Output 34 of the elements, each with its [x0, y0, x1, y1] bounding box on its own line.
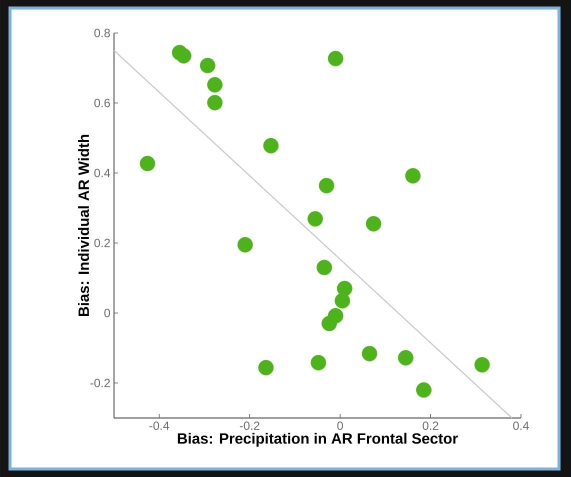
point: [310, 354, 326, 370]
x-tick-label: 0: [337, 422, 343, 430]
point: [263, 138, 279, 154]
x-tick-label: -0.4: [149, 422, 170, 430]
point: [366, 216, 382, 232]
point: [207, 94, 223, 110]
point: [308, 211, 323, 227]
y-tick-label: -0.2: [90, 378, 110, 388]
x-tick-label: 0.2: [422, 422, 438, 430]
y-tick-label: 0.8: [94, 28, 110, 38]
point: [207, 77, 223, 92]
point: [398, 350, 414, 366]
point: [140, 156, 156, 172]
point: [318, 178, 334, 194]
x-axis-title: Bias: Precipitation in AR Frontal Sector: [178, 432, 458, 447]
y-tick-label: 0: [104, 308, 110, 318]
point: [200, 58, 216, 74]
point: [237, 237, 253, 252]
point: [316, 260, 332, 276]
x-tick-label: -0.2: [240, 422, 260, 430]
y-tick-label: 0.2: [94, 238, 110, 248]
point: [258, 360, 274, 376]
y-axis-title: Bias: Individual AR Width: [78, 134, 90, 316]
point: [322, 316, 337, 332]
point: [405, 168, 421, 184]
point: [362, 346, 378, 362]
point: [474, 357, 490, 372]
point: [416, 382, 432, 398]
point: [176, 48, 192, 64]
x-tick-label: 0.4: [513, 422, 529, 430]
point: [334, 293, 350, 308]
y-tick-label: 0.6: [94, 98, 110, 108]
y-tick-label: 0.4: [94, 168, 110, 178]
point: [328, 50, 344, 66]
